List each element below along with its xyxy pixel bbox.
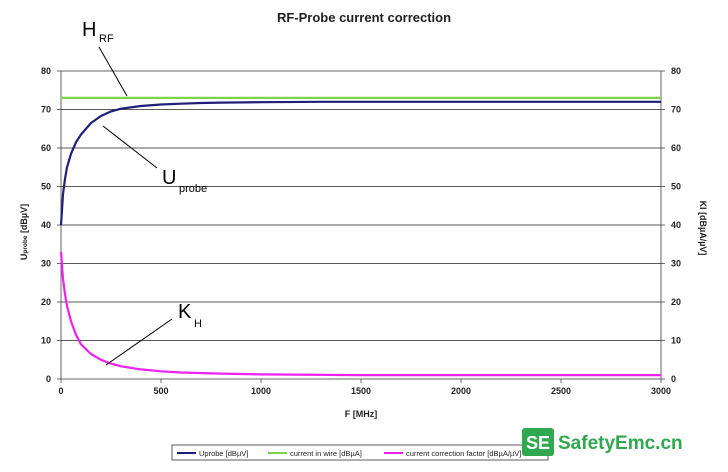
watermark-logo: SE SafetyEmc.cn — [522, 428, 683, 456]
y-tick-label-right: 70 — [671, 105, 681, 115]
y-tick-label-left: 10 — [41, 336, 51, 346]
x-axis-ticks: 0 500 1000 1500 2000 2500 3000 — [58, 379, 671, 396]
x-tick-label: 2500 — [551, 386, 571, 396]
y-tick-label-right: 60 — [671, 143, 681, 153]
annotation-kh: K H — [105, 301, 202, 366]
svg-text:Uprobe [dBµV]: Uprobe [dBµV] — [199, 449, 248, 458]
svg-text:H: H — [82, 19, 96, 41]
x-tick-label: 2000 — [451, 386, 471, 396]
gridlines — [61, 109, 661, 341]
y-tick-label-right: 30 — [671, 259, 681, 269]
svg-text:U: U — [162, 167, 176, 189]
y-tick-label-right: 20 — [671, 297, 681, 307]
legend-item-current-in-wire: current in wire [dBµA] — [268, 449, 362, 458]
y-axis-right-ticks: 0 10 20 30 40 50 60 70 80 — [661, 66, 681, 384]
svg-text:current in wire [dBµA]: current in wire [dBµA] — [290, 449, 362, 458]
annotation-hrf: H RF — [82, 19, 128, 97]
y-tick-label-right: 80 — [671, 66, 681, 76]
x-tick-label: 500 — [153, 386, 168, 396]
x-axis-label: F [MHz] — [345, 409, 378, 419]
y-tick-label-left: 0 — [46, 374, 51, 384]
y-axis-left-ticks: 0 10 20 30 40 50 60 70 80 — [41, 66, 61, 384]
svg-text:probe: probe — [179, 183, 207, 195]
y-tick-label-right: 0 — [671, 374, 676, 384]
svg-text:current correction factor [dBµ: current correction factor [dBµA/µV] — [406, 449, 521, 458]
legend-item-correction-factor: current correction factor [dBµA/µV] — [384, 449, 521, 458]
series-uprobe — [59, 100, 661, 226]
x-tick-label: 0 — [58, 386, 63, 396]
y-axis-right-label: KI [dBµA/µV] — [698, 201, 708, 256]
x-tick-label: 1500 — [351, 386, 371, 396]
y-tick-label-left: 50 — [41, 182, 51, 192]
svg-text:SE: SE — [526, 433, 550, 453]
y-tick-label-right: 40 — [671, 220, 681, 230]
svg-text:K: K — [178, 301, 192, 323]
watermark-text: SafetyEmc.cn — [558, 433, 683, 454]
y-tick-label-left: 60 — [41, 143, 51, 153]
svg-text:H: H — [194, 318, 202, 330]
y-tick-label-right: 10 — [671, 336, 681, 346]
x-tick-label: 3000 — [651, 386, 671, 396]
series-correction-factor — [59, 251, 661, 377]
series-lines — [59, 96, 661, 377]
x-tick-label: 1000 — [251, 386, 271, 396]
watermark-badge — [522, 428, 554, 456]
legend-item-uprobe: Uprobe [dBµV] — [177, 449, 248, 458]
annotation-uprobe: U probe — [102, 125, 207, 195]
y-tick-label-left: 20 — [41, 297, 51, 307]
y-tick-label-left: 80 — [41, 66, 51, 76]
svg-text:RF: RF — [99, 33, 114, 45]
y-tick-label-left: 30 — [41, 259, 51, 269]
y-axis-left-label: Uprobe [dBµV] — [19, 204, 29, 260]
y-tick-label-right: 50 — [671, 182, 681, 192]
chart-title: RF-Probe current correction — [277, 10, 451, 25]
y-tick-label-left: 70 — [41, 105, 51, 115]
y-tick-label-left: 40 — [41, 220, 51, 230]
